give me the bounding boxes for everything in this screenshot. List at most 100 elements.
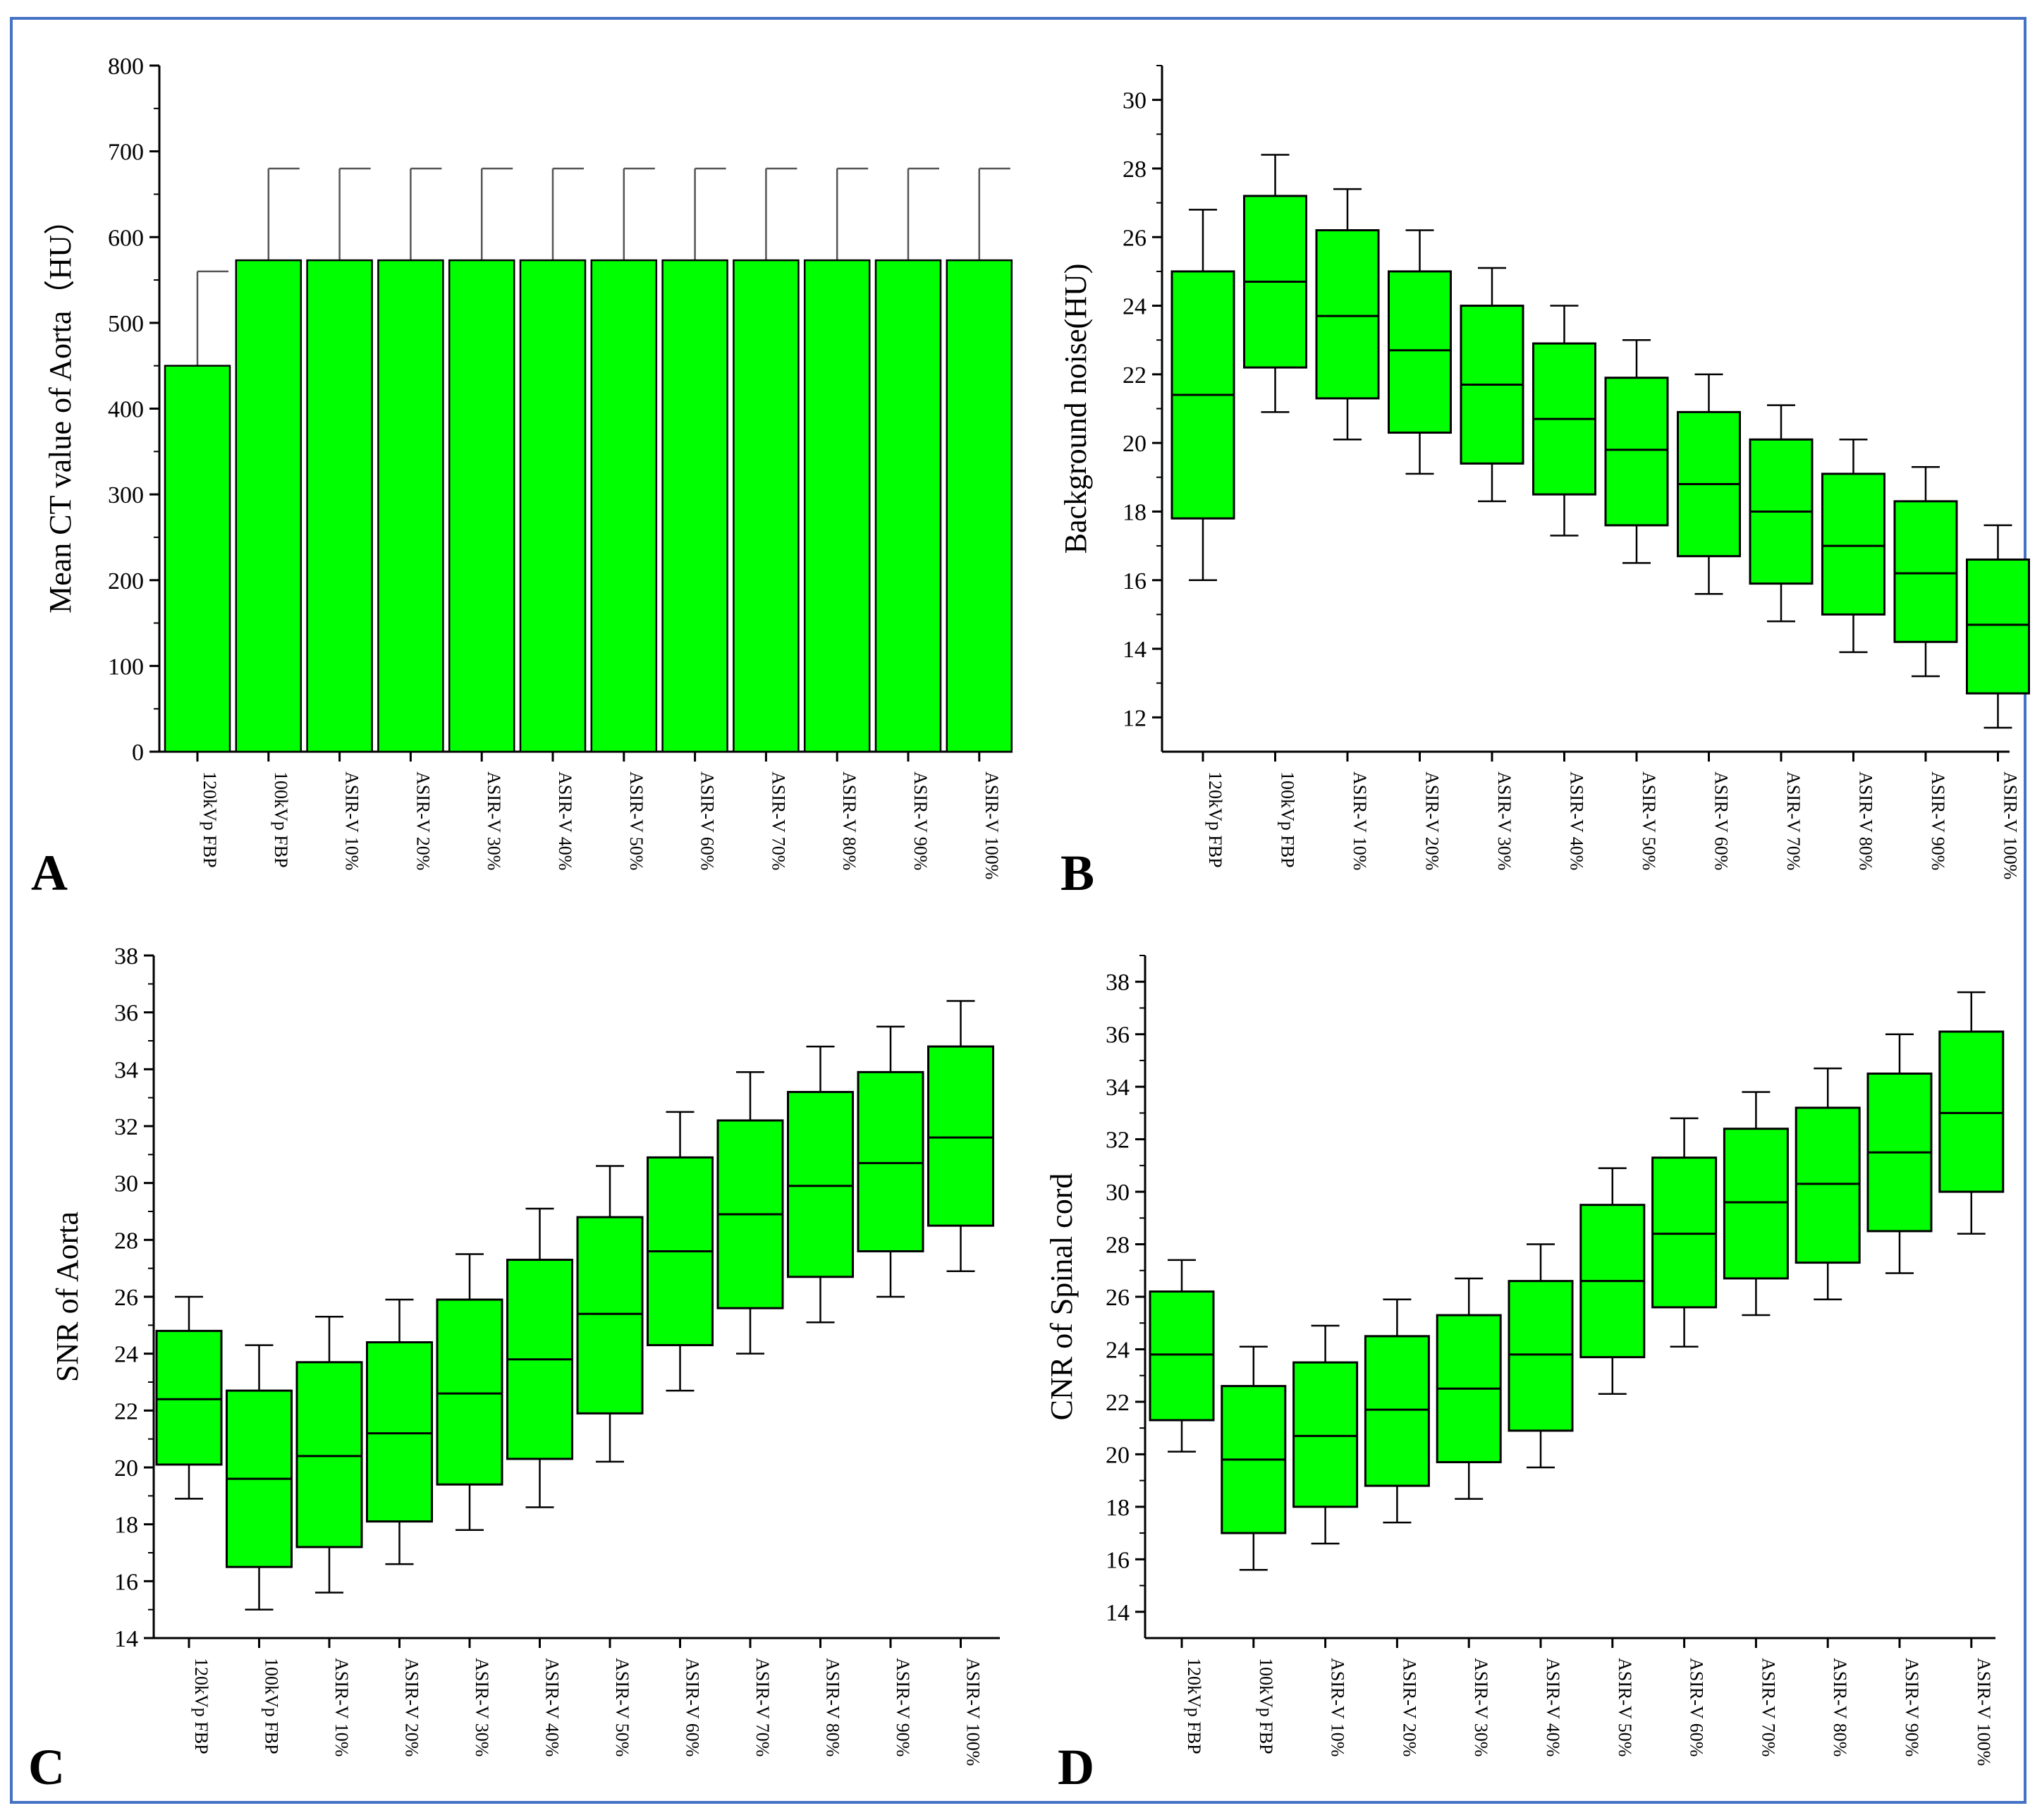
panel-b-category-label: ASIR-V 40% <box>1567 771 1587 870</box>
panel-d-box <box>1508 1280 1574 1432</box>
panel-c-y-tick-label: 34 <box>114 1057 138 1083</box>
panel-a-category-label: ASIR-V 70% <box>768 771 788 870</box>
panel-d-category-label: ASIR-V 30% <box>1471 1658 1491 1757</box>
panel-b-category-label: ASIR-V 50% <box>1639 771 1659 870</box>
panel-c-y-tick-label: 16 <box>114 1569 138 1595</box>
panel-a-category-label: ASIR-V 30% <box>484 771 504 870</box>
panel-a-letter: A <box>31 845 68 901</box>
panel-c-category-label: 100kVp FBP <box>262 1658 282 1754</box>
panel-c-category-label: ASIR-V 20% <box>402 1658 422 1757</box>
panel-c-category-label: 120kVp FBP <box>191 1658 212 1754</box>
panel-a-y-tick-label: 300 <box>108 482 144 508</box>
panel-d-y-tick-label: 26 <box>1106 1285 1130 1311</box>
panel-d-y-tick-label: 18 <box>1106 1495 1130 1521</box>
panel-a-y-tick-label: 100 <box>108 654 144 680</box>
panel-c-category-label: ASIR-V 40% <box>542 1658 563 1757</box>
panel-b-category-label: ASIR-V 100% <box>2000 771 2021 879</box>
panel-b-category-label: ASIR-V 10% <box>1350 771 1370 870</box>
panel-a-bar <box>803 259 871 753</box>
panel-c-y-axis-title: SNR of Aorta <box>50 1211 85 1382</box>
panel-d-y-tick-label: 34 <box>1106 1075 1130 1101</box>
panel-b-y-tick-label: 12 <box>1123 705 1147 731</box>
panel-a-y-tick-label: 500 <box>108 311 144 337</box>
panel-b-y-tick-label: 30 <box>1123 88 1147 114</box>
panel-c-category-label: ASIR-V 80% <box>823 1658 843 1757</box>
panel-c-category-label: ASIR-V 90% <box>893 1658 913 1757</box>
panel-a-bar <box>946 259 1013 753</box>
panel-c-box <box>857 1070 924 1252</box>
panel-b-category-label: ASIR-V 70% <box>1783 771 1804 870</box>
panel-c-box <box>576 1216 644 1415</box>
panel-a-y-tick-label: 800 <box>108 54 144 80</box>
panel-d-category-label: ASIR-V 20% <box>1399 1658 1419 1757</box>
panel-b-box <box>1821 472 1885 616</box>
panel-b-y-tick-label: 16 <box>1123 568 1147 594</box>
panel-c-category-label: ASIR-V 60% <box>683 1658 703 1757</box>
panel-d-category-label: 120kVp FBP <box>1184 1658 1204 1754</box>
panel-c-category-label: ASIR-V 30% <box>472 1658 492 1757</box>
panel-a-category-label: 120kVp FBP <box>200 771 220 868</box>
panel-b-category-label: 120kVp FBP <box>1205 771 1225 868</box>
panel-c-box <box>436 1298 503 1486</box>
panel-b-category-label: ASIR-V 20% <box>1422 771 1443 870</box>
panel-a-category-label: ASIR-V 40% <box>555 771 575 870</box>
panel-b-box <box>1604 377 1669 527</box>
panel-d-box <box>1292 1361 1359 1508</box>
panel-d-box <box>1364 1335 1430 1487</box>
panel-b-category-label: ASIR-V 90% <box>1928 771 1948 870</box>
panel-a-bar <box>164 365 231 753</box>
panel-c-category-label: ASIR-V 10% <box>331 1658 352 1757</box>
panel-c-y-tick-label: 36 <box>114 1001 138 1027</box>
panel-c-category-label: ASIR-V 50% <box>612 1658 632 1757</box>
panel-a-bar <box>377 259 444 753</box>
panel-d-category-label: ASIR-V 40% <box>1543 1658 1563 1757</box>
panel-d-y-axis-title: CNR of Spinal cord <box>1044 1173 1079 1421</box>
panel-c-y-tick-label: 18 <box>114 1513 138 1539</box>
panel-a-bar <box>519 259 587 753</box>
panel-a-bar <box>661 259 728 753</box>
panel-a-category-label: ASIR-V 100% <box>982 771 1002 879</box>
panel-d-category-label: ASIR-V 100% <box>1974 1658 1994 1766</box>
panel-b-box <box>1893 500 1958 643</box>
panel-c-y-tick-label: 26 <box>114 1285 138 1311</box>
panel-a-category-label: ASIR-V 90% <box>910 771 931 870</box>
panel-a-y-tick-label: 600 <box>108 225 144 251</box>
panel-c-box <box>787 1091 854 1278</box>
panel-d-y-tick-label: 32 <box>1106 1128 1130 1154</box>
panel-b-y-tick-label: 22 <box>1123 362 1147 389</box>
panel-b-category-label: ASIR-V 80% <box>1856 771 1876 870</box>
panel-c-box <box>155 1329 223 1466</box>
panel-b-y-tick-label: 24 <box>1123 294 1147 320</box>
figure-frame <box>10 17 2026 1804</box>
panel-a-category-label: ASIR-V 20% <box>412 771 433 870</box>
panel-d-y-tick-label: 28 <box>1106 1233 1130 1259</box>
panel-c-y-tick-label: 20 <box>114 1455 138 1482</box>
panel-c-category-label: ASIR-V 100% <box>963 1658 984 1766</box>
panel-a-category-label: ASIR-V 60% <box>697 771 718 870</box>
panel-c-letter: C <box>28 1739 65 1795</box>
panel-c-box <box>366 1341 433 1523</box>
panel-d-box <box>1723 1128 1789 1280</box>
panel-d-box <box>1795 1106 1861 1264</box>
panel-d-category-label: ASIR-V 90% <box>1902 1658 1922 1757</box>
panel-b-box <box>1388 270 1452 434</box>
panel-d-y-tick-label: 36 <box>1106 1022 1130 1049</box>
panel-b-y-tick-label: 18 <box>1123 499 1147 525</box>
panel-d-category-label: ASIR-V 50% <box>1615 1658 1635 1757</box>
panel-b-y-tick-label: 20 <box>1123 431 1147 457</box>
panel-b-y-tick-label: 28 <box>1123 157 1147 183</box>
panel-d-y-tick-label: 30 <box>1106 1180 1130 1206</box>
panel-b-y-tick-label: 14 <box>1123 637 1147 663</box>
panel-d-category-label: ASIR-V 80% <box>1830 1658 1850 1757</box>
panel-a-category-label: ASIR-V 50% <box>626 771 647 870</box>
panel-a-bar <box>235 259 302 753</box>
panel-b-box <box>1315 229 1380 400</box>
panel-d-category-label: 100kVp FBP <box>1256 1658 1276 1754</box>
panel-d-category-label: ASIR-V 70% <box>1758 1658 1778 1757</box>
panel-b-chart: 12 14 16 18 20 22 24 26 28 30 Background noise(HU)… <box>1058 65 2030 901</box>
panel-b-box <box>1966 558 2030 695</box>
panel-c-y-tick-label: 22 <box>114 1398 138 1424</box>
panel-b-y-axis-title: Background noise(HU) <box>1058 264 1093 554</box>
panel-a-bar <box>733 259 800 753</box>
